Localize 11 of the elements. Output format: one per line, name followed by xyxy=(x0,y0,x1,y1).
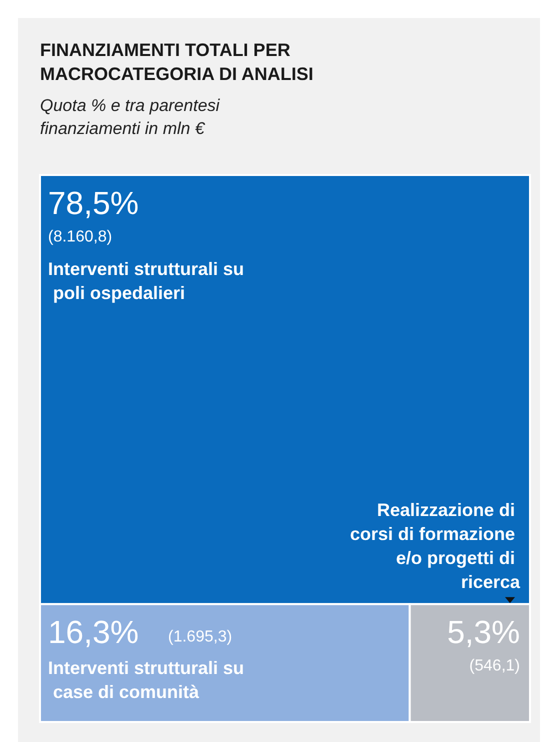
category-label: Interventi strutturali su poli ospedalieri xyxy=(48,259,244,303)
data-label: (8.160,8) xyxy=(48,228,112,246)
data-label: (1.695,3) xyxy=(168,628,232,646)
text: Quota % e tra parentesi finanziamenti in mln € xyxy=(40,96,224,138)
data-label: 78,5% xyxy=(48,185,139,221)
data-label: 5,3% xyxy=(447,614,520,650)
category-label: Interventi strutturali su case di comunità xyxy=(48,658,244,702)
data-label: 16,3% xyxy=(48,614,139,650)
category-label: Realizzazione di corsi di formazione e/o progetti di ricerca xyxy=(350,500,521,592)
text: FINANZIAMENTI TOTALI PER MACROCATEGORIA DI ANALISI xyxy=(40,40,314,84)
data-label: (546,1) xyxy=(469,658,520,675)
